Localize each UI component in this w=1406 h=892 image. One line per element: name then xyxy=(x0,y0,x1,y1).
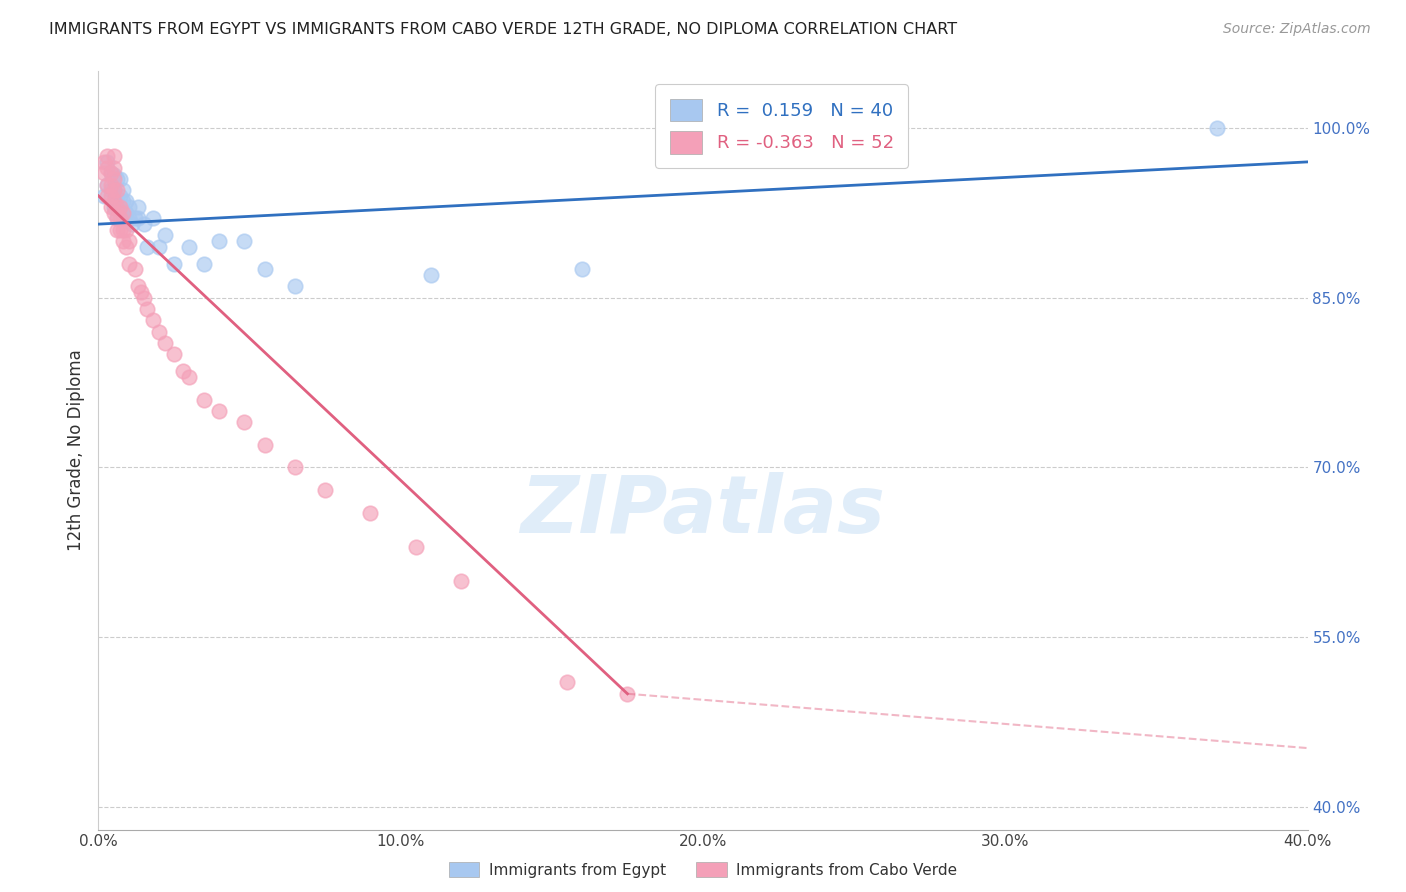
Point xyxy=(153,335,176,350)
Point xyxy=(114,206,136,220)
Point xyxy=(105,194,128,209)
Point xyxy=(96,178,118,192)
Point xyxy=(111,211,134,226)
Point xyxy=(111,234,134,248)
Point xyxy=(193,257,215,271)
Point xyxy=(96,149,118,163)
Point xyxy=(153,228,176,243)
Point xyxy=(571,262,593,277)
Point xyxy=(118,257,141,271)
Point xyxy=(405,540,427,554)
Point xyxy=(100,166,122,180)
Point xyxy=(118,200,141,214)
Point xyxy=(103,206,125,220)
Point xyxy=(253,438,276,452)
Point xyxy=(96,154,118,169)
Point xyxy=(108,200,131,214)
Point xyxy=(93,166,115,180)
Point xyxy=(127,211,149,226)
Point xyxy=(179,240,201,254)
Point xyxy=(111,183,134,197)
Point xyxy=(93,189,115,203)
Point xyxy=(172,364,194,378)
Point xyxy=(103,194,125,209)
Point xyxy=(208,404,231,418)
Point xyxy=(105,223,128,237)
Point xyxy=(100,166,122,180)
Point xyxy=(127,279,149,293)
Point xyxy=(105,172,128,186)
Point xyxy=(121,217,143,231)
Point xyxy=(193,392,215,407)
Point xyxy=(111,223,134,237)
Legend: R =  0.159   N = 40, R = -0.363   N = 52: R = 0.159 N = 40, R = -0.363 N = 52 xyxy=(655,84,908,168)
Point xyxy=(148,325,170,339)
Point xyxy=(124,262,146,277)
Text: ZIPatlas: ZIPatlas xyxy=(520,472,886,550)
Point xyxy=(114,240,136,254)
Point xyxy=(103,172,125,186)
Point xyxy=(108,172,131,186)
Y-axis label: 12th Grade, No Diploma: 12th Grade, No Diploma xyxy=(66,350,84,551)
Point xyxy=(114,194,136,209)
Point xyxy=(132,217,155,231)
Point xyxy=(314,483,336,497)
Text: Source: ZipAtlas.com: Source: ZipAtlas.com xyxy=(1223,22,1371,37)
Point xyxy=(103,183,125,197)
Point xyxy=(179,370,201,384)
Point xyxy=(100,183,122,197)
Point xyxy=(420,268,443,282)
Point xyxy=(135,240,157,254)
Point xyxy=(253,262,276,277)
Point xyxy=(103,200,125,214)
Legend: Immigrants from Egypt, Immigrants from Cabo Verde: Immigrants from Egypt, Immigrants from C… xyxy=(443,855,963,884)
Point xyxy=(108,200,131,214)
Point xyxy=(142,313,165,327)
Point xyxy=(100,178,122,192)
Point xyxy=(114,223,136,237)
Point xyxy=(103,183,125,197)
Point xyxy=(93,154,115,169)
Point xyxy=(96,161,118,175)
Point xyxy=(129,285,152,299)
Point xyxy=(108,189,131,203)
Point xyxy=(555,675,578,690)
Point xyxy=(108,223,131,237)
Point xyxy=(232,234,254,248)
Point xyxy=(100,200,122,214)
Point xyxy=(111,194,134,209)
Point xyxy=(100,189,122,203)
Point xyxy=(163,347,186,361)
Point xyxy=(132,291,155,305)
Point xyxy=(103,169,125,183)
Point xyxy=(105,211,128,226)
Point xyxy=(127,200,149,214)
Point xyxy=(96,178,118,192)
Point xyxy=(108,211,131,226)
Point xyxy=(232,415,254,429)
Point xyxy=(135,301,157,316)
Point xyxy=(105,183,128,197)
Point xyxy=(124,211,146,226)
Point xyxy=(163,257,186,271)
Text: IMMIGRANTS FROM EGYPT VS IMMIGRANTS FROM CABO VERDE 12TH GRADE, NO DIPLOMA CORRE: IMMIGRANTS FROM EGYPT VS IMMIGRANTS FROM… xyxy=(49,22,957,37)
Point xyxy=(450,574,472,588)
Point xyxy=(360,506,382,520)
Point xyxy=(1206,120,1229,135)
Point xyxy=(96,189,118,203)
Point xyxy=(105,211,128,226)
Point xyxy=(148,240,170,254)
Point xyxy=(616,687,638,701)
Point xyxy=(208,234,231,248)
Point xyxy=(111,206,134,220)
Point xyxy=(284,279,307,293)
Point xyxy=(118,234,141,248)
Point xyxy=(105,200,128,214)
Point xyxy=(284,460,307,475)
Point xyxy=(142,211,165,226)
Point xyxy=(103,161,125,175)
Point xyxy=(118,211,141,226)
Point xyxy=(103,149,125,163)
